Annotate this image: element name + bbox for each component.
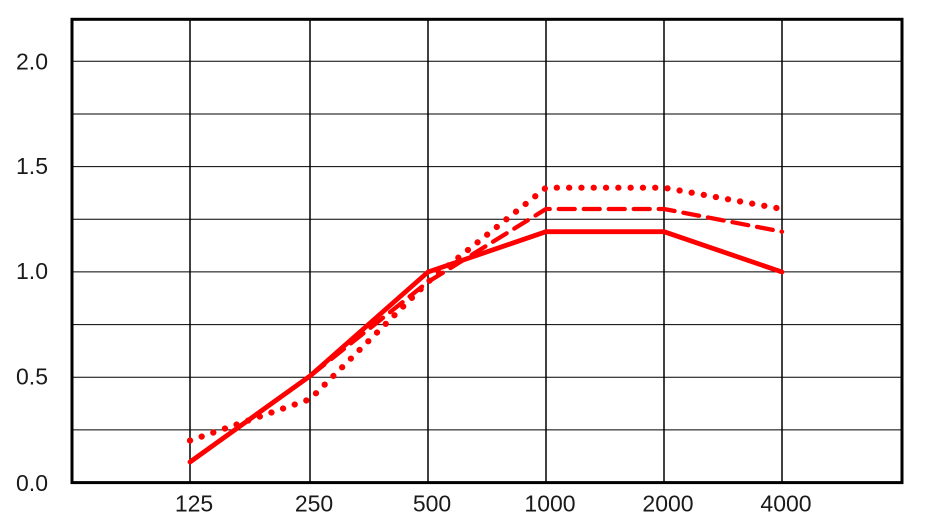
svg-text:0.5: 0.5 <box>16 364 48 390</box>
svg-text:0.0: 0.0 <box>16 470 48 496</box>
svg-text:2.0: 2.0 <box>16 48 48 74</box>
svg-text:4000: 4000 <box>760 491 811 517</box>
svg-text:2000: 2000 <box>642 491 693 517</box>
svg-text:500: 500 <box>413 491 451 517</box>
svg-text:125: 125 <box>175 491 213 517</box>
svg-text:1.0: 1.0 <box>16 258 48 284</box>
svg-text:1.5: 1.5 <box>16 153 48 179</box>
svg-text:250: 250 <box>295 491 333 517</box>
svg-text:1000: 1000 <box>524 491 575 517</box>
